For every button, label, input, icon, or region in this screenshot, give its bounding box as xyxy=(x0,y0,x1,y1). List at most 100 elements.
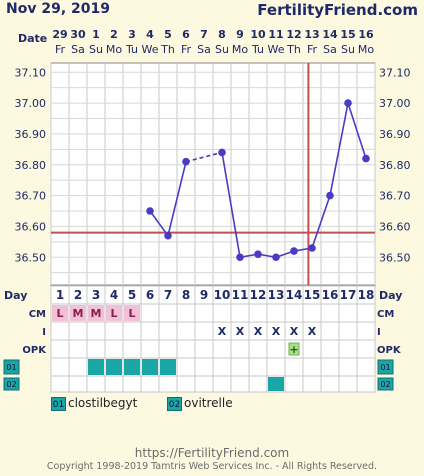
temperature-line-segment xyxy=(149,210,169,237)
medication-cell xyxy=(106,359,122,375)
row-label-right-badge xyxy=(377,377,394,391)
medication-cell xyxy=(268,377,284,391)
footer-url[interactable]: https://FertilityFriend.com xyxy=(134,446,290,460)
day-row-label-right: Day xyxy=(379,289,402,302)
intercourse-mark: X xyxy=(290,325,299,338)
weekday-label: Tu xyxy=(251,43,264,56)
temperature-point xyxy=(254,250,262,258)
date-label: 9 xyxy=(236,28,244,41)
day-number: 7 xyxy=(164,288,172,302)
weekday-label: Sa xyxy=(71,43,85,56)
weekday-label: Fr xyxy=(181,43,192,56)
weekday-label: We xyxy=(268,43,285,56)
date-label: 12 xyxy=(286,28,301,41)
day-number: 16 xyxy=(322,288,339,302)
cm-cell xyxy=(106,305,122,321)
temperature-point xyxy=(146,207,154,215)
day-number: 5 xyxy=(128,288,136,302)
cm-cell xyxy=(124,305,140,321)
row-label-right: 01 xyxy=(380,363,390,372)
day-number: 14 xyxy=(286,288,303,302)
day-number: 2 xyxy=(74,288,82,302)
temperature-point xyxy=(326,191,334,200)
medication-cell xyxy=(142,359,158,375)
day-number: 17 xyxy=(340,288,357,302)
temperature-line-segment xyxy=(311,195,331,249)
date-label: 2 xyxy=(110,28,118,41)
temperature-point xyxy=(182,157,190,166)
weekday-label: Mo xyxy=(358,43,374,56)
temperature-line-segment xyxy=(221,152,241,258)
date-row-label: Date xyxy=(18,32,47,45)
chart-date: Nov 29, 2019 xyxy=(6,1,110,17)
weekday-label: Su xyxy=(215,43,229,56)
temperature-point xyxy=(344,99,352,107)
date-label: 29 xyxy=(52,28,67,41)
row-label-left: 02 xyxy=(6,380,16,389)
weekday-label: Mo xyxy=(232,43,248,56)
day-row-label-left: Day xyxy=(4,289,27,302)
row-label-right: CM xyxy=(377,309,394,320)
temperature-point xyxy=(218,148,226,157)
temperature-line-segment xyxy=(167,161,187,236)
legend-med1-code: 01 xyxy=(51,397,66,411)
date-label: 30 xyxy=(70,28,86,41)
weekday-label: We xyxy=(142,43,159,56)
date-label: 1 xyxy=(92,28,100,41)
row-label-left: OPK xyxy=(22,345,47,356)
medication-cell xyxy=(88,359,104,375)
opk-value: + xyxy=(289,343,298,356)
temperature-point xyxy=(362,154,370,163)
weekday-label: Sa xyxy=(197,43,211,56)
cm-value: M xyxy=(73,307,84,320)
weekday-label: Th xyxy=(286,43,301,56)
day-number: 13 xyxy=(268,288,285,302)
temperature-point xyxy=(290,247,298,255)
y-tick-label-right: 36.90 xyxy=(379,128,411,141)
y-tick-label-right: 36.70 xyxy=(379,190,411,203)
footer-copyright: Copyright 1998-2019 Tamtris Web Services… xyxy=(46,461,378,472)
intercourse-mark: X xyxy=(254,325,263,338)
medication-cell xyxy=(160,359,176,375)
weekday-label: Mo xyxy=(106,43,122,56)
date-label: 6 xyxy=(182,28,190,41)
day-number: 18 xyxy=(358,288,375,302)
intercourse-mark: X xyxy=(236,325,245,338)
cm-value: L xyxy=(128,307,135,320)
date-label: 4 xyxy=(146,28,154,41)
weekday-label: Su xyxy=(341,43,355,56)
weekday-label: Tu xyxy=(125,43,138,56)
opk-cell xyxy=(288,342,300,356)
y-tick-label-left: 37.00 xyxy=(15,97,47,110)
legend-med1-name: clostilbegyt xyxy=(68,396,138,410)
date-label: 5 xyxy=(164,28,172,41)
temperature-point xyxy=(308,244,316,252)
day-number: 6 xyxy=(146,288,154,302)
site-name: FertilityFriend.com xyxy=(257,1,418,19)
cm-cell xyxy=(88,305,104,321)
medication-cell xyxy=(124,359,140,375)
cm-value: L xyxy=(56,307,63,320)
weekday-label: Th xyxy=(160,43,175,56)
row-label-right: I xyxy=(377,327,381,338)
y-tick-label-left: 36.90 xyxy=(15,128,47,141)
temperature-point xyxy=(272,253,280,262)
intercourse-mark: X xyxy=(272,325,281,338)
row-label-right-badge xyxy=(377,359,394,375)
cm-cell xyxy=(70,305,86,321)
row-label-left: I xyxy=(42,327,46,338)
cm-cell xyxy=(52,305,68,321)
temperature-line-segment xyxy=(329,102,349,196)
weekday-label: Fr xyxy=(55,43,66,56)
y-tick-label-right: 36.50 xyxy=(379,251,411,264)
day-number: 11 xyxy=(232,288,249,302)
day-number: 15 xyxy=(304,288,321,302)
legend-med2-code: 02 xyxy=(167,397,182,411)
day-number: 9 xyxy=(200,288,208,302)
date-label: 16 xyxy=(358,28,374,41)
temperature-line-segment xyxy=(185,151,223,163)
temperature-point xyxy=(236,253,244,262)
y-tick-label-left: 36.50 xyxy=(15,251,47,264)
date-label: 13 xyxy=(304,28,319,41)
day-number: 3 xyxy=(92,288,100,302)
